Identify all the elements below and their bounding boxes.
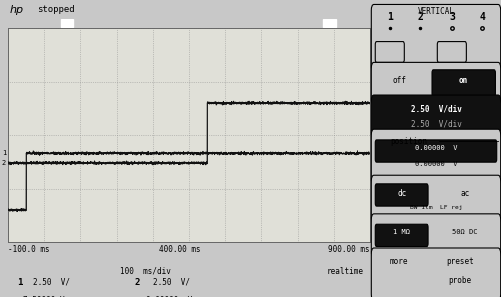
FancyBboxPatch shape: [375, 42, 403, 62]
FancyBboxPatch shape: [436, 42, 465, 62]
Text: 0.00000  V: 0.00000 V: [414, 161, 456, 167]
Text: 7.50000 V: 7.50000 V: [23, 296, 64, 297]
Text: 50Ω DC: 50Ω DC: [451, 229, 477, 235]
Text: 100  ms/div: 100 ms/div: [120, 267, 171, 276]
Text: probe: probe: [447, 276, 470, 285]
Text: dc: dc: [396, 189, 405, 198]
Text: 0.00000  V: 0.00000 V: [145, 296, 191, 297]
Text: 400.00 ms: 400.00 ms: [159, 245, 200, 254]
Text: c1: c1: [372, 148, 381, 154]
Text: 2.50  V/div: 2.50 V/div: [410, 119, 460, 128]
Text: BW 1lm  LF rej: BW 1lm LF rej: [409, 205, 461, 210]
Text: 2: 2: [2, 160, 6, 166]
FancyBboxPatch shape: [371, 62, 499, 104]
Text: off: off: [391, 76, 405, 85]
FancyBboxPatch shape: [375, 224, 427, 247]
FancyBboxPatch shape: [371, 95, 499, 138]
FancyBboxPatch shape: [431, 70, 494, 97]
FancyBboxPatch shape: [371, 248, 499, 297]
Text: realtime: realtime: [326, 267, 362, 276]
FancyBboxPatch shape: [375, 184, 427, 206]
Bar: [61, 20, 73, 28]
FancyBboxPatch shape: [371, 175, 499, 223]
FancyBboxPatch shape: [371, 4, 499, 71]
Text: 1: 1: [386, 12, 392, 22]
Text: hp: hp: [9, 4, 24, 15]
Text: 0.00000  V: 0.00000 V: [414, 145, 456, 151]
Text: 2.50  V/: 2.50 V/: [33, 278, 70, 287]
Text: -100.0 ms: -100.0 ms: [8, 245, 50, 254]
Text: position: position: [389, 137, 426, 146]
Text: preset: preset: [445, 257, 472, 266]
FancyBboxPatch shape: [371, 214, 499, 257]
Text: 4: 4: [478, 12, 484, 22]
Text: 900.00 ms: 900.00 ms: [328, 245, 369, 254]
Text: on: on: [458, 76, 467, 85]
Text: ac: ac: [459, 189, 469, 198]
Text: 2.50  V/: 2.50 V/: [152, 278, 189, 287]
Text: VERTICAL: VERTICAL: [417, 7, 453, 16]
Text: 2.50  V/div: 2.50 V/div: [410, 105, 460, 113]
Text: 2: 2: [416, 12, 422, 22]
Text: c2: c2: [372, 102, 381, 108]
Text: 1: 1: [17, 278, 23, 287]
Text: 2: 2: [134, 278, 140, 287]
Text: 1: 1: [2, 150, 6, 156]
Text: 1 MΩ: 1 MΩ: [392, 229, 409, 235]
Text: 3: 3: [448, 12, 454, 22]
FancyBboxPatch shape: [375, 140, 495, 162]
Bar: [322, 20, 335, 28]
FancyBboxPatch shape: [371, 129, 499, 184]
Text: more: more: [389, 257, 407, 266]
Text: stopped: stopped: [37, 5, 75, 14]
